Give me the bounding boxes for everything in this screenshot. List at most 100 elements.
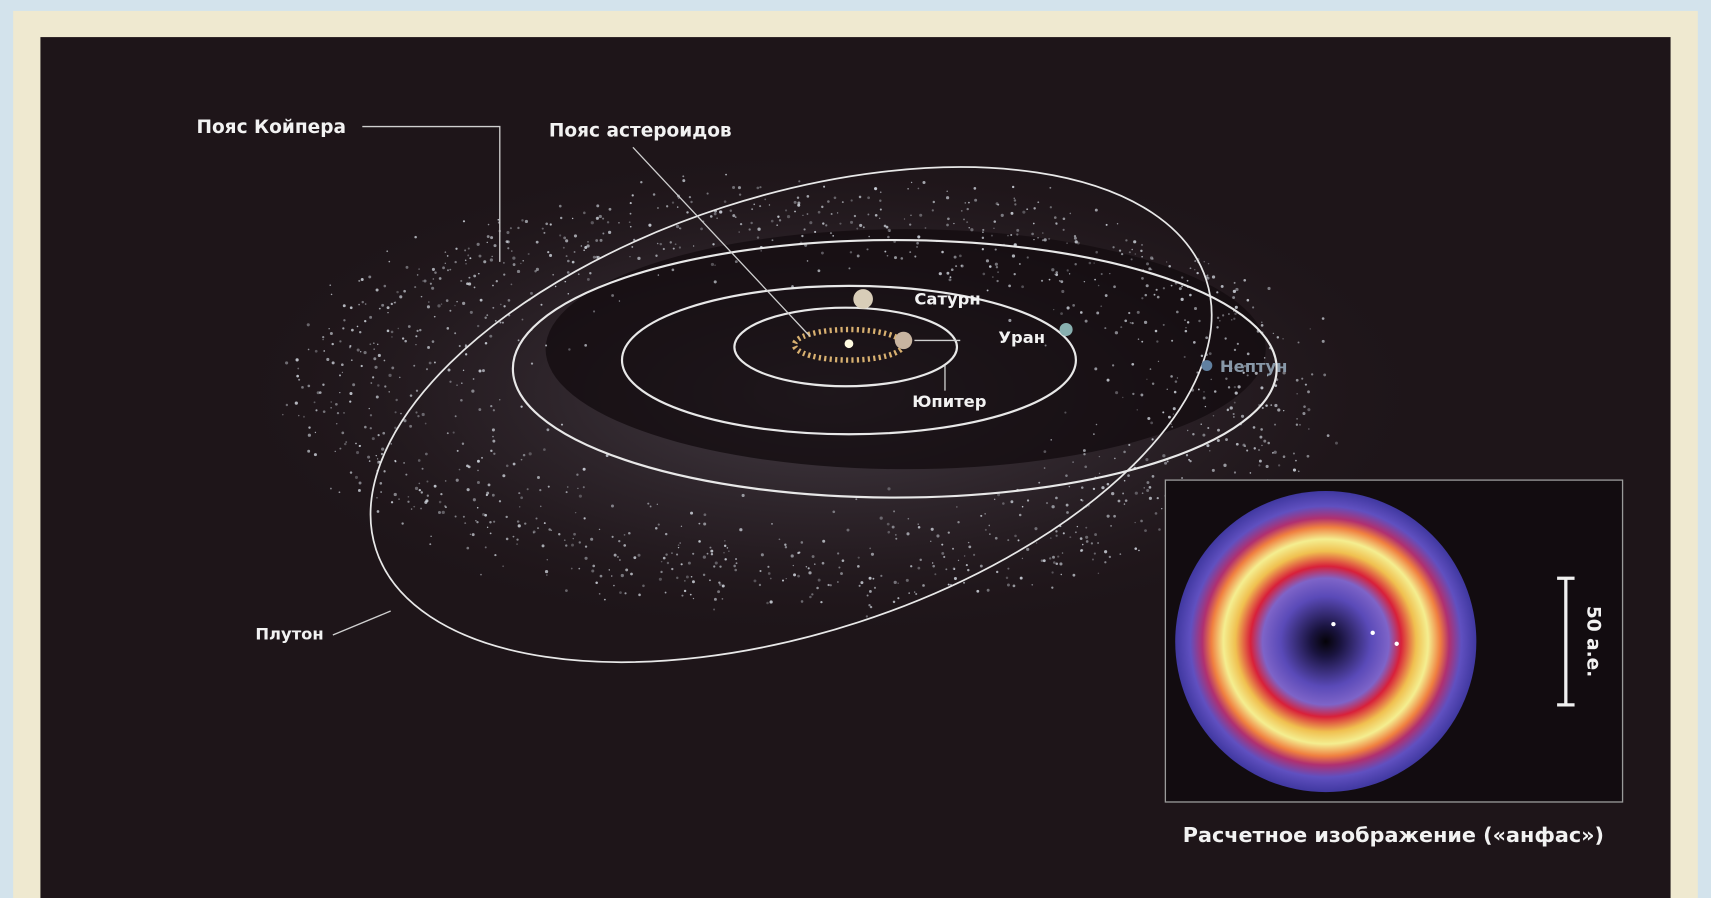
dust-particle xyxy=(945,568,948,571)
dust-particle xyxy=(554,285,557,288)
dust-particle xyxy=(700,227,703,231)
dust-particle xyxy=(331,342,334,346)
dust-particle xyxy=(1335,441,1338,445)
dust-particle xyxy=(797,203,801,207)
dust-particle xyxy=(703,513,707,517)
dust-particle xyxy=(1257,448,1261,452)
dust-particle xyxy=(460,398,463,402)
dust-particle xyxy=(1145,284,1149,288)
dust-particle xyxy=(521,219,524,222)
dust-particle xyxy=(689,593,692,596)
dust-particle xyxy=(966,221,969,224)
dust-particle xyxy=(343,319,346,322)
dust-particle xyxy=(328,327,330,330)
dust-particle xyxy=(1243,364,1247,368)
dust-particle xyxy=(535,240,539,244)
dust-particle xyxy=(465,353,468,356)
dust-particle xyxy=(1097,542,1099,544)
dust-particle xyxy=(1321,317,1325,320)
dust-particle xyxy=(1183,355,1186,358)
dust-particle xyxy=(388,373,392,378)
dust-particle xyxy=(1184,319,1186,321)
dust-particle xyxy=(467,247,470,250)
dust-particle xyxy=(486,241,489,244)
dust-particle xyxy=(1016,228,1020,232)
dust-particle xyxy=(548,528,551,531)
dust-particle xyxy=(1233,281,1236,284)
dust-particle xyxy=(1240,414,1245,418)
dust-particle xyxy=(985,259,990,263)
dust-particle xyxy=(836,212,839,214)
dust-particle xyxy=(1055,562,1059,566)
dust-particle xyxy=(537,527,540,530)
dust-particle xyxy=(633,556,637,560)
dust-particle xyxy=(967,541,970,544)
dust-particle xyxy=(674,243,677,246)
dust-particle xyxy=(331,361,335,365)
dust-particle xyxy=(516,543,518,546)
dust-particle xyxy=(483,260,487,264)
dust-particle xyxy=(1170,423,1173,425)
dust-particle xyxy=(329,332,333,336)
dust-particle xyxy=(1033,238,1035,241)
dust-particle xyxy=(798,180,801,183)
dust-particle xyxy=(1309,328,1311,330)
dust-particle xyxy=(817,269,821,273)
dust-particle xyxy=(467,282,472,286)
dust-particle xyxy=(307,348,310,351)
dust-particle xyxy=(416,329,419,332)
dust-particle xyxy=(1172,407,1176,411)
dust-particle xyxy=(358,481,362,485)
dust-particle xyxy=(1212,415,1215,417)
dust-particle xyxy=(516,538,519,541)
dust-particle xyxy=(1180,297,1184,302)
dust-particle xyxy=(425,368,429,371)
dust-particle xyxy=(814,563,816,565)
dust-particle xyxy=(916,246,918,248)
dust-particle xyxy=(884,250,887,253)
dust-particle xyxy=(777,215,780,218)
dust-particle xyxy=(478,254,482,258)
dust-particle xyxy=(1043,467,1046,469)
dust-particle xyxy=(814,230,817,233)
dust-particle xyxy=(1014,203,1017,206)
dust-particle xyxy=(441,510,445,515)
dust-particle xyxy=(1049,186,1052,189)
dust-particle xyxy=(724,558,727,561)
dust-particle xyxy=(602,232,605,235)
dust-particle xyxy=(1119,553,1122,555)
dust-particle xyxy=(1200,354,1204,358)
dust-particle xyxy=(1211,275,1216,279)
dust-particle xyxy=(407,495,410,498)
dust-particle xyxy=(547,251,550,254)
dust-particle xyxy=(1189,460,1192,463)
dust-particle xyxy=(1156,497,1159,500)
dust-particle xyxy=(1042,232,1044,234)
dust-particle xyxy=(922,180,926,185)
dust-particle xyxy=(738,193,742,196)
dust-particle xyxy=(1097,284,1100,287)
dust-particle xyxy=(359,330,362,334)
dust-particle xyxy=(910,181,913,184)
dust-particle xyxy=(358,489,361,492)
dust-particle xyxy=(657,274,660,276)
dust-particle xyxy=(364,319,367,323)
dust-particle xyxy=(446,327,450,330)
dust-particle xyxy=(384,385,387,388)
dust-particle xyxy=(1051,586,1054,589)
dust-particle xyxy=(520,458,523,461)
dust-particle xyxy=(484,513,487,517)
dust-particle xyxy=(343,412,345,414)
dust-particle xyxy=(606,221,610,224)
dust-particle xyxy=(887,487,891,491)
dust-particle xyxy=(447,269,449,272)
dust-particle xyxy=(341,431,345,435)
dust-particle xyxy=(664,591,667,594)
dust-particle xyxy=(476,242,480,246)
dust-particle xyxy=(618,222,620,224)
dust-particle xyxy=(682,175,685,178)
dust-particle xyxy=(953,577,957,581)
dust-particle xyxy=(492,435,494,438)
dust-particle xyxy=(534,270,537,273)
dust-particle xyxy=(1137,338,1140,340)
